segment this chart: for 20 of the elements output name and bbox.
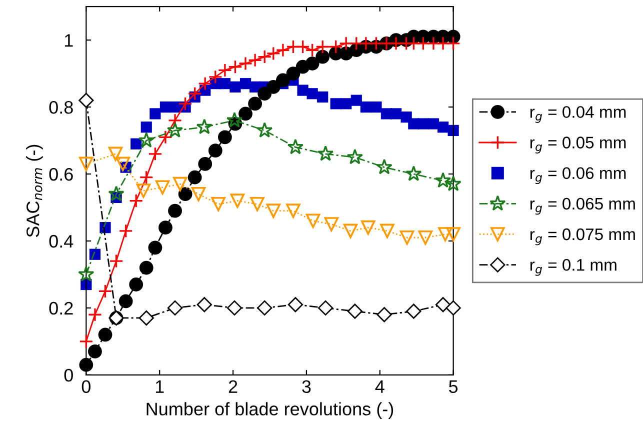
legend-label: r$_{g}$ = 0.1 mm <box>530 258 616 276</box>
x-tick-label: 1 <box>156 380 164 393</box>
y-tick-label: 0.4 <box>49 234 74 248</box>
legend-label: r$_{g}$ = 0.06 mm <box>530 167 626 184</box>
y-tick-label: 0.6 <box>49 168 73 181</box>
legend-label: r$_{g}$ = 0.065 mm <box>530 198 635 215</box>
legend-label: r$_{g}$ = 0.04 mm <box>530 106 626 123</box>
x-tick-label: 4 <box>375 380 384 393</box>
x-tick-label: 3 <box>302 380 311 394</box>
x-tick-label: 5 <box>449 380 458 394</box>
x-tick-label: 2 <box>228 380 238 393</box>
legend-label: r$_{g}$ = 0.075 mm <box>530 228 635 246</box>
y-axis-title: SAC$_{norm}$ (-) <box>26 144 43 238</box>
y-tick-label: 1 <box>65 34 73 47</box>
x-axis-title: Number of blade revolutions (-) <box>146 402 394 419</box>
y-tick-label: 0 <box>64 368 73 382</box>
y-tick-label: 0.2 <box>49 302 73 315</box>
y-tick-label: 0.8 <box>49 100 73 114</box>
legend-label: r$_{g}$ = 0.05 mm <box>530 136 626 154</box>
x-tick-label: 0 <box>82 380 90 394</box>
